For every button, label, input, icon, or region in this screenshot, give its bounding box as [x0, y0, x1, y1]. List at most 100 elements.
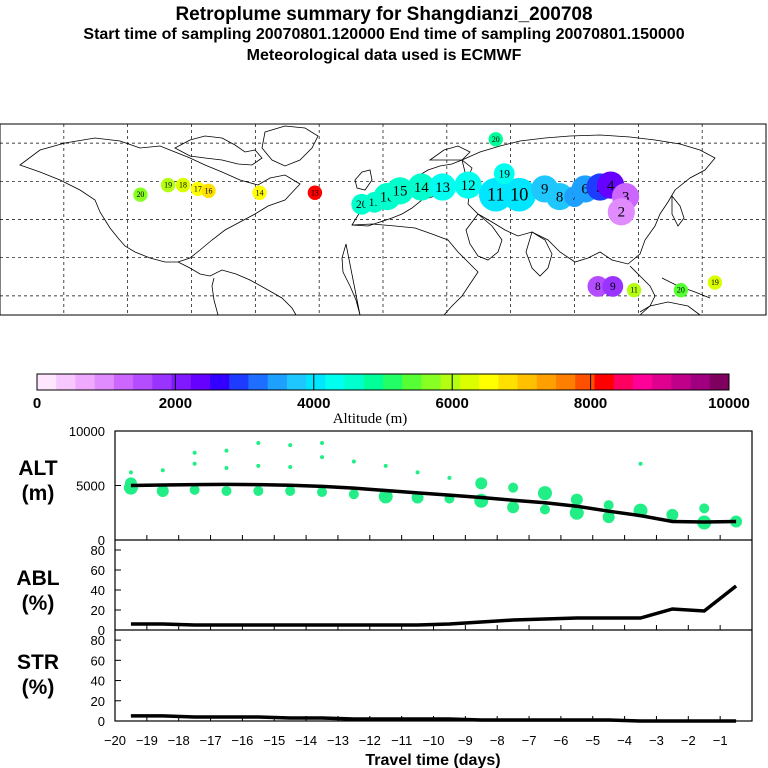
alt-cluster-point: [447, 475, 452, 480]
colorbar-tick-label: 6000: [436, 395, 469, 412]
cluster-label: 18: [179, 181, 187, 190]
cluster-marker: [160, 177, 176, 193]
x-tick-label: −9: [458, 733, 473, 748]
x-axis-label: Travel time (days): [365, 752, 500, 768]
colorbar-cell: [37, 374, 57, 390]
colorbar-cell: [75, 374, 96, 390]
alt-cluster-point: [156, 484, 169, 497]
colorbar-cell: [190, 374, 211, 390]
cluster-marker: [428, 173, 457, 201]
y-tick-label: 0: [98, 623, 105, 638]
x-tick-label: −11: [391, 733, 412, 748]
alt-cluster-point: [224, 448, 229, 453]
alt-cluster-point: [256, 440, 261, 445]
cluster-marker: [488, 132, 503, 147]
y-tick-label: 10000: [69, 424, 105, 439]
series-line-abl: [130, 584, 738, 627]
alt-cluster-point: [666, 508, 679, 521]
alt-cluster-point: [351, 459, 356, 464]
colorbar-cell: [229, 374, 249, 390]
alt-cluster-point: [348, 489, 359, 500]
alt-cluster-point: [285, 485, 296, 496]
colorbar-cell: [613, 374, 634, 390]
cluster-marker: [201, 183, 216, 199]
cluster-marker: [707, 275, 723, 290]
str-unit: (%): [22, 676, 55, 699]
x-axis: −20 −19 −18 −17 −16 −15 −14 −13 −12 −11 −10 −9 −8 −7 −…: [104, 535, 728, 748]
alt-cluster-point: [288, 443, 293, 448]
x-tick-label: −17: [200, 733, 222, 748]
sampling-times: Start time of sampling 20070801.120000 E…: [83, 26, 685, 43]
colorbar-cell: [325, 374, 346, 390]
alt-cluster-point: [602, 511, 615, 524]
colorbar-cell: [517, 374, 538, 390]
colorbar-cell: [556, 374, 576, 390]
alt-cluster-point: [569, 505, 584, 520]
panels-frame: [114, 430, 753, 722]
colorbar-cell: [709, 374, 730, 390]
alt-cluster-point: [224, 466, 229, 471]
colorbar-cell: [498, 374, 519, 390]
cluster-marker: [626, 282, 642, 298]
x-tick-label: −19: [136, 733, 158, 748]
cluster-label: 14: [414, 180, 429, 196]
abl-unit: (%): [22, 592, 55, 615]
alt-cluster-point: [192, 461, 197, 466]
y-tick-label: 60: [91, 563, 105, 578]
alt-cluster-point: [288, 464, 293, 469]
cluster-label: 15: [393, 184, 408, 200]
y-tick-label: 20: [91, 694, 105, 709]
colorbar-label: Altitude (m): [333, 411, 408, 427]
coastlines: [19, 125, 716, 316]
cluster-label: 20: [136, 190, 144, 199]
world-map: 2019181716141320191815141312111019209876…: [0, 123, 767, 316]
x-tick-label: −16: [231, 733, 253, 748]
cluster-label: 13: [435, 180, 450, 196]
alt-cluster-points: [123, 440, 743, 530]
colorbar-tick-label: 0: [33, 395, 41, 412]
colorbar-cell: [286, 374, 307, 390]
y-tick-label: 0: [98, 714, 105, 729]
cluster-label: 2: [618, 205, 625, 221]
cluster-marker: [602, 275, 624, 297]
altitude-colorbar: 0 2000 4000 6000 8000 10000 Altitude (m): [33, 373, 750, 427]
colorbar-cell: [536, 374, 557, 390]
colorbar-cell: [56, 374, 76, 390]
alt-cluster-point: [253, 485, 264, 496]
colorbar-tick-label: 8000: [574, 395, 607, 412]
alt-cluster-point: [189, 484, 200, 495]
alt-cluster-point: [475, 477, 488, 490]
cluster-label: 19: [711, 278, 719, 287]
colorbar-cell: [210, 374, 230, 390]
cluster-label: 9: [610, 281, 616, 293]
alt-cluster-point: [539, 504, 550, 515]
cluster-marker: [607, 198, 635, 226]
colorbar-tick-label: 2000: [159, 395, 192, 412]
cluster-marker: [252, 185, 267, 200]
colorbar-cell: [152, 374, 173, 390]
colorbar-cell: [575, 374, 595, 390]
alt-cluster-point: [317, 487, 328, 498]
alt-cluster-point: [256, 463, 261, 468]
cluster-label: 8: [556, 189, 563, 205]
cluster-label: 4: [607, 178, 615, 194]
colorbar-cell: [344, 374, 365, 390]
cluster-label: 16: [205, 186, 213, 195]
cluster-label: 14: [256, 188, 264, 197]
alt-cluster-point: [320, 455, 325, 460]
y-tick-label: 20: [91, 603, 105, 618]
alt-cluster-point: [221, 485, 232, 496]
x-tick-label: −18: [168, 733, 190, 748]
alt-cluster-point: [128, 470, 133, 475]
cluster-marker: [386, 177, 414, 205]
y-tick-label: 60: [91, 653, 105, 668]
x-tick-label: −20: [104, 733, 126, 748]
alt-cluster-point: [507, 501, 520, 514]
cluster-marker: [307, 185, 323, 200]
cluster-label: 20: [356, 199, 368, 211]
cluster-label: 9: [541, 182, 548, 198]
cluster-label: 11: [630, 286, 638, 295]
abl-label: ABL: [16, 567, 59, 590]
alt-label: ALT: [18, 457, 57, 480]
